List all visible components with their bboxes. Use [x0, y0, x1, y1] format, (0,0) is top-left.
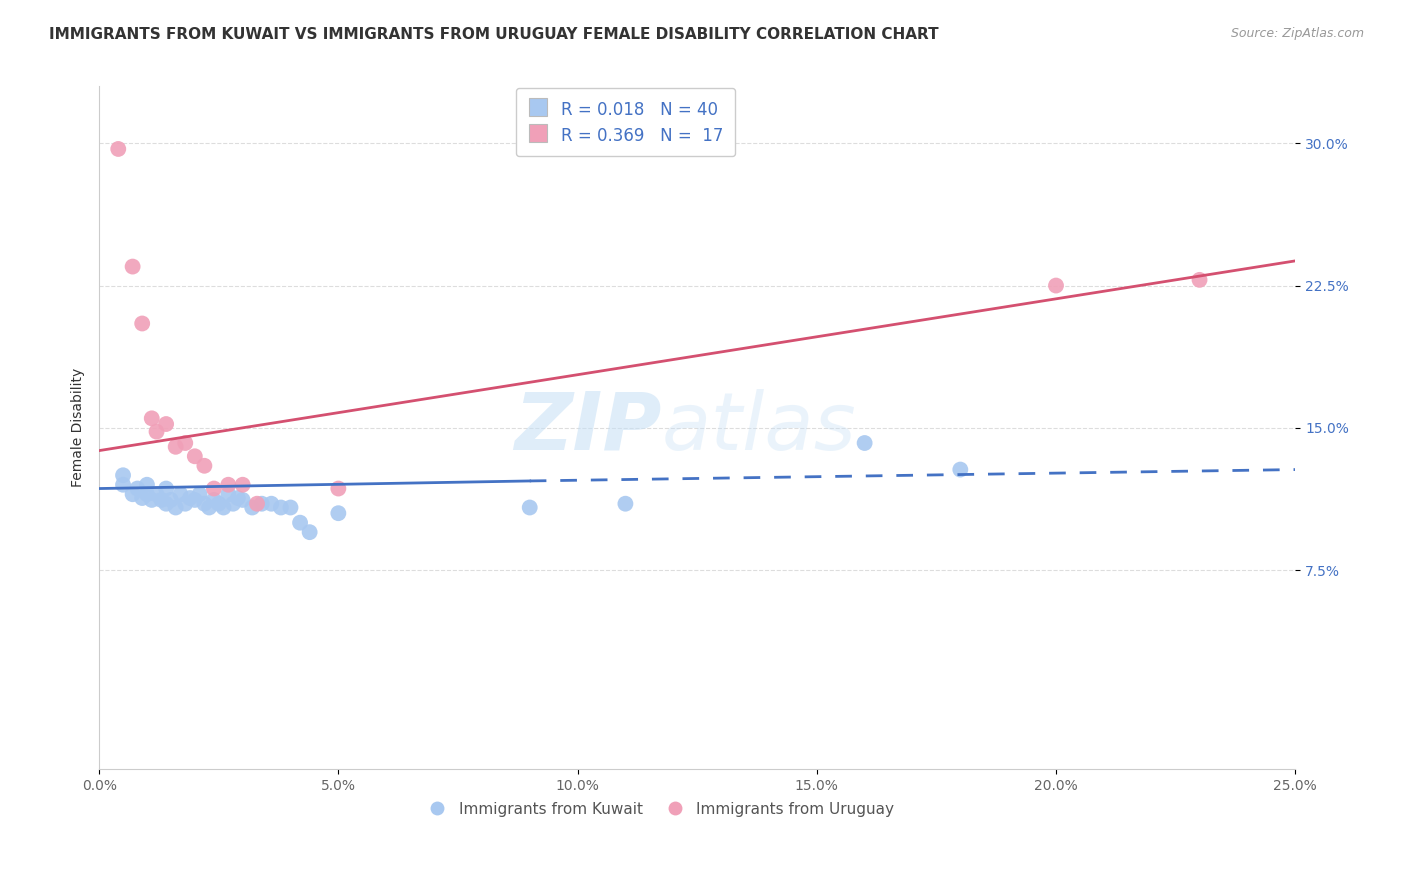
- Text: IMMIGRANTS FROM KUWAIT VS IMMIGRANTS FROM URUGUAY FEMALE DISABILITY CORRELATION : IMMIGRANTS FROM KUWAIT VS IMMIGRANTS FRO…: [49, 27, 939, 42]
- Point: [107, 142, 129, 156]
- Point: [614, 497, 637, 511]
- Point: [131, 491, 153, 505]
- Point: [202, 482, 225, 496]
- Point: [155, 482, 177, 496]
- Point: [150, 492, 173, 507]
- Point: [179, 491, 201, 505]
- Point: [145, 487, 167, 501]
- Point: [184, 492, 207, 507]
- Point: [198, 500, 221, 515]
- Point: [222, 497, 245, 511]
- Point: [202, 492, 225, 507]
- Point: [250, 497, 273, 511]
- Point: [298, 525, 321, 540]
- Point: [160, 492, 183, 507]
- Point: [226, 491, 249, 505]
- Point: [288, 516, 311, 530]
- Point: [165, 500, 187, 515]
- Point: [217, 477, 239, 491]
- Point: [136, 487, 159, 501]
- Text: Source: ZipAtlas.com: Source: ZipAtlas.com: [1230, 27, 1364, 40]
- Point: [1188, 273, 1211, 287]
- Point: [145, 425, 167, 439]
- Legend: Immigrants from Kuwait, Immigrants from Uruguay: Immigrants from Kuwait, Immigrants from …: [422, 795, 900, 823]
- Point: [240, 500, 263, 515]
- Point: [193, 458, 215, 473]
- Point: [155, 497, 177, 511]
- Point: [141, 411, 163, 425]
- Point: [193, 497, 215, 511]
- Point: [270, 500, 292, 515]
- Point: [174, 497, 197, 511]
- Point: [853, 436, 876, 450]
- Point: [280, 500, 302, 515]
- Point: [328, 506, 350, 520]
- Point: [1045, 278, 1067, 293]
- Point: [260, 497, 283, 511]
- Point: [208, 497, 231, 511]
- Point: [328, 482, 350, 496]
- Point: [212, 500, 235, 515]
- Point: [188, 487, 211, 501]
- Point: [246, 497, 269, 511]
- Point: [519, 500, 541, 515]
- Point: [184, 450, 207, 464]
- Y-axis label: Female Disability: Female Disability: [72, 368, 86, 487]
- Point: [232, 492, 254, 507]
- Point: [121, 487, 143, 501]
- Point: [165, 440, 187, 454]
- Point: [155, 417, 177, 431]
- Point: [217, 487, 239, 501]
- Point: [121, 260, 143, 274]
- Point: [174, 436, 197, 450]
- Point: [112, 477, 135, 491]
- Point: [112, 468, 135, 483]
- Point: [127, 482, 149, 496]
- Text: atlas: atlas: [661, 389, 856, 467]
- Point: [136, 477, 159, 491]
- Point: [949, 462, 972, 476]
- Point: [131, 317, 153, 331]
- Point: [141, 492, 163, 507]
- Point: [169, 487, 191, 501]
- Text: ZIP: ZIP: [515, 389, 661, 467]
- Point: [232, 477, 254, 491]
